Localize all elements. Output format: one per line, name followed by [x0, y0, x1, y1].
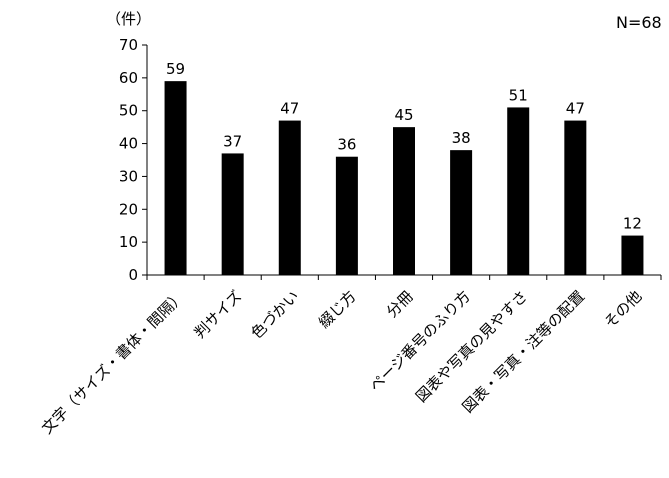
- x-tick-label: 文字（サイズ・書体・間隔）: [38, 287, 188, 437]
- data-label: 36: [337, 136, 356, 154]
- bars: [164, 81, 644, 276]
- data-labels: 59 37 47 36 45 38 51 47 12: [166, 60, 642, 232]
- y-tick-label: 40: [119, 135, 138, 153]
- y-tick-label: 30: [119, 167, 138, 185]
- bar: [164, 81, 187, 276]
- data-label: 45: [394, 106, 413, 124]
- x-tick-label: ページ番号のふり方: [366, 287, 474, 395]
- bar: [278, 120, 301, 275]
- bar: [564, 120, 587, 275]
- bar: [450, 150, 473, 275]
- bar: [621, 235, 644, 275]
- x-tick-label: 分冊: [383, 287, 417, 321]
- bar: [335, 156, 358, 275]
- y-unit-label: （件）: [106, 10, 151, 28]
- bar: [507, 107, 530, 275]
- data-label: 59: [166, 60, 185, 78]
- y-tick-label: 20: [119, 200, 138, 218]
- y-tick-label: 70: [119, 36, 138, 54]
- x-tick-labels: 文字（サイズ・書体・間隔） 判サイズ 色づかい 綴じ方 分冊ページ番号のふり方図表や写真…: [38, 287, 645, 437]
- y-tick-label: 10: [119, 233, 138, 251]
- y-axis: 0 10 20 30 40 50 60 70: [119, 36, 148, 284]
- x-tick-label: 色づかい: [247, 287, 302, 342]
- sample-size-label: N=68: [616, 13, 662, 32]
- data-label: 38: [452, 129, 471, 147]
- x-tick-label: その他: [601, 287, 646, 332]
- data-label: 37: [223, 132, 242, 150]
- bar: [393, 127, 415, 276]
- y-tick-label: 0: [128, 266, 138, 284]
- y-tick-label: 60: [119, 69, 138, 87]
- y-tick-label: 50: [119, 102, 138, 120]
- x-axis: [146, 274, 662, 280]
- x-tick-label: 綴じ方: [315, 287, 360, 332]
- x-tick-label: 図表や写真の見やすさ: [412, 287, 531, 406]
- data-label: 47: [280, 100, 299, 118]
- bar: [221, 153, 244, 275]
- data-label: 47: [566, 100, 585, 118]
- data-label: 51: [509, 86, 528, 104]
- x-tick-label: 判サイズ: [191, 287, 246, 342]
- data-label: 12: [623, 215, 642, 233]
